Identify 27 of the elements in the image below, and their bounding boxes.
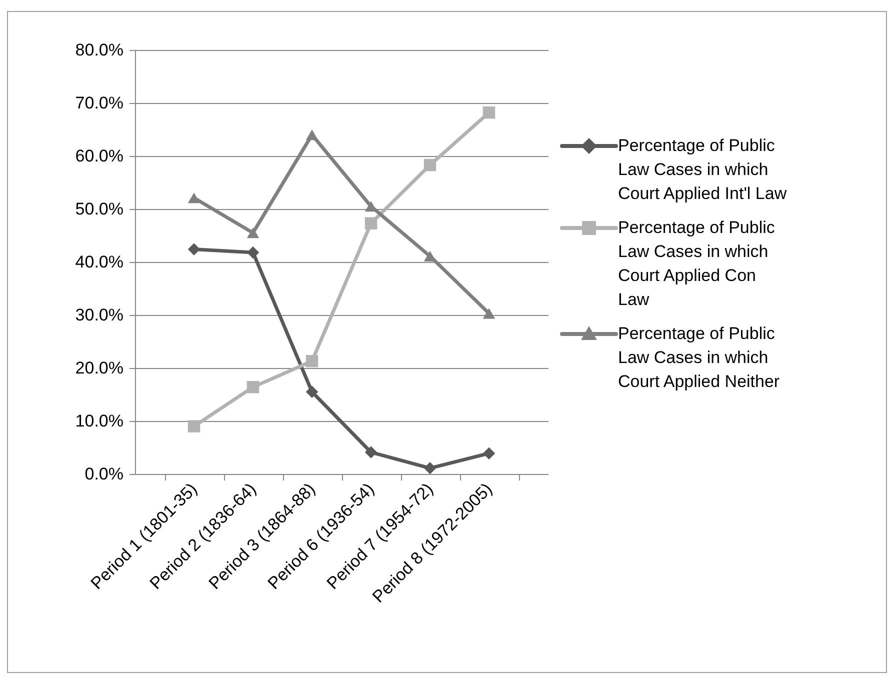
point — [306, 129, 318, 140]
point — [246, 228, 260, 238]
legend-label: Percentage of Public Law Cases in which Court Applied Con Law — [618, 217, 776, 311]
y-tick-label: 30.0% — [75, 306, 124, 324]
point — [306, 386, 318, 398]
point — [424, 462, 436, 474]
y-tick-label: 10.0% — [75, 412, 124, 430]
point — [364, 446, 378, 458]
point — [482, 308, 496, 319]
point — [188, 192, 200, 204]
point — [364, 217, 378, 230]
y-tick-label: 20.0% — [75, 358, 124, 378]
point — [306, 354, 318, 368]
y-tick-label: 0.0% — [84, 464, 124, 484]
legend-label: Percentage of Public Law Cases in which Court Applied Int'l Law — [618, 135, 788, 205]
y-tick-label: 70.0% — [75, 94, 124, 112]
point — [482, 447, 496, 460]
y-tick-label: 80.0% — [75, 40, 124, 60]
y-tick-label: 60.0% — [75, 146, 124, 166]
y-tick-label: 50.0% — [75, 200, 124, 218]
point — [188, 243, 200, 256]
y-tick-label: 40.0% — [75, 252, 124, 272]
legend-label: Percentage of Public Law Cases in which Court Applied Neither — [618, 323, 781, 393]
point — [424, 158, 436, 172]
point — [482, 106, 496, 119]
point — [246, 380, 260, 394]
point — [188, 420, 200, 432]
